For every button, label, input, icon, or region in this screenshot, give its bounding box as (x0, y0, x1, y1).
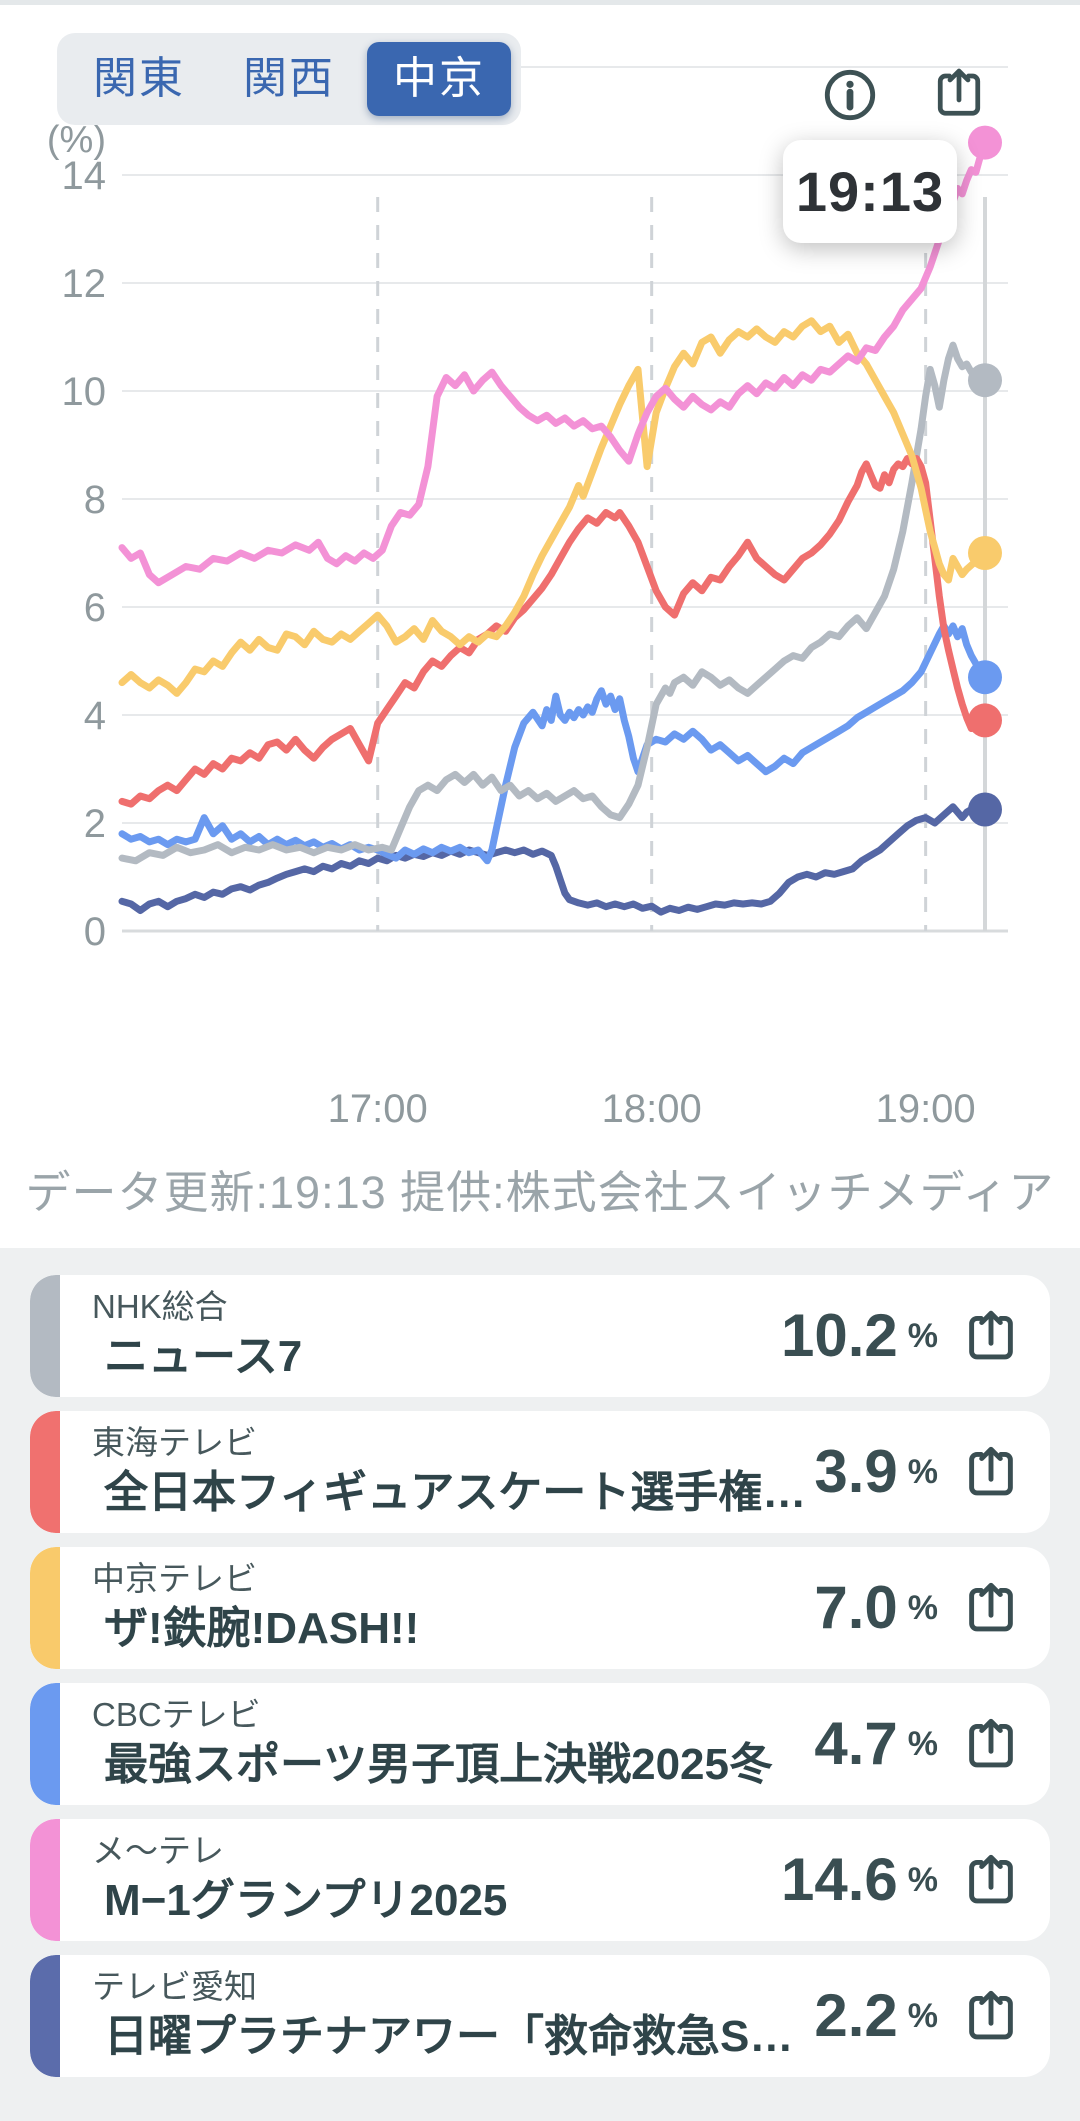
rating-value: 2.2 (814, 1982, 898, 2049)
broadcaster-name: NHK総合 (92, 1288, 228, 1326)
rating-value: 3.9 (814, 1438, 898, 1505)
rating-unit: % (907, 1588, 938, 1627)
svg-text:14: 14 (62, 154, 107, 198)
svg-text:17:00: 17:00 (328, 1087, 428, 1131)
svg-text:10: 10 (62, 370, 107, 414)
share-button[interactable] (960, 1440, 1022, 1504)
broadcaster-name: 中京テレビ (92, 1560, 257, 1598)
share-button[interactable] (960, 1848, 1022, 1912)
station-card[interactable]: メ〜テレ M−1グランプリ2025 14.6 % (30, 1819, 1050, 1941)
rating-value: 10.2 (780, 1302, 898, 1369)
station-list: NHK総合 ニュース7 10.2 % 東海テレビ 全日本フィギュアスケート選手権… (0, 1248, 1080, 2121)
series-line-中京テレビ (118, 317, 989, 697)
program-title: ザ!鉄腕!DASH!! (104, 1604, 420, 1654)
rating-value-group: 3.9 % (814, 1440, 1050, 1504)
tab-kansai[interactable]: 関西 (217, 42, 361, 116)
rating-unit: % (907, 1996, 938, 2035)
series-end-dot-CBCテレビ (968, 660, 1002, 695)
series-end-dot-NHK総合 (968, 363, 1002, 398)
series-color-bar (30, 1819, 60, 1941)
share-button-header[interactable] (929, 62, 989, 124)
broadcaster-name: 東海テレビ (92, 1424, 257, 1462)
info-icon (824, 69, 876, 121)
series-end-dot-テレビ愛知 (968, 792, 1002, 827)
svg-text:6: 6 (84, 586, 106, 630)
broadcaster-name: テレビ愛知 (92, 1968, 257, 2006)
time-tooltip: 19:13 (783, 140, 957, 243)
series-line-NHK総合 (118, 341, 989, 865)
series-end-dot-中京テレビ (968, 536, 1002, 570)
rating-value-group: 10.2 % (781, 1304, 1050, 1368)
series-end-dot-メ〜テレ (968, 125, 1002, 160)
program-title: 日曜プラチナアワー「救命救急SOS」 (104, 2012, 811, 2062)
broadcaster-name: CBCテレビ (92, 1696, 261, 1734)
share-icon (969, 1718, 1013, 1768)
share-icon (969, 1990, 1013, 2040)
svg-text:12: 12 (62, 262, 107, 306)
station-card[interactable]: テレビ愛知 日曜プラチナアワー「救命救急SOS」 2.2 % (30, 1955, 1050, 2077)
series-color-bar (30, 1955, 60, 2077)
rating-unit: % (907, 1316, 938, 1355)
y-axis-unit-label: (%) (47, 119, 106, 161)
svg-text:8: 8 (84, 478, 106, 522)
share-icon (969, 1582, 1013, 1632)
series-end-dot-東海テレビ (968, 703, 1002, 738)
svg-text:19:00: 19:00 (876, 1087, 976, 1131)
rating-value-group: 2.2 % (814, 1984, 1050, 2048)
series-line-メ〜テレ (118, 139, 989, 587)
share-button[interactable] (960, 1984, 1022, 2048)
series-color-bar (30, 1547, 60, 1669)
rating-unit: % (907, 1860, 938, 1899)
svg-text:18:00: 18:00 (602, 1087, 702, 1131)
series-color-bar (30, 1411, 60, 1533)
share-icon (969, 1854, 1013, 1904)
program-title: ニュース7 (104, 1332, 303, 1382)
series-color-bar (30, 1275, 60, 1397)
tab-kanto[interactable]: 関東 (67, 42, 211, 116)
station-card[interactable]: NHK総合 ニュース7 10.2 % (30, 1275, 1050, 1397)
station-card[interactable]: 中京テレビ ザ!鉄腕!DASH!! 7.0 % (30, 1547, 1050, 1669)
share-button[interactable] (960, 1712, 1022, 1776)
svg-text:0: 0 (84, 910, 106, 954)
series-line-CBCテレビ (118, 622, 989, 865)
program-title: M−1グランプリ2025 (104, 1876, 508, 1926)
share-icon (937, 68, 981, 116)
info-button[interactable] (821, 66, 879, 124)
share-icon (969, 1310, 1013, 1360)
rating-unit: % (907, 1724, 938, 1763)
series-line-テレビ愛知 (118, 803, 989, 916)
share-button[interactable] (960, 1576, 1022, 1640)
rating-unit: % (907, 1452, 938, 1491)
rating-value-group: 4.7 % (814, 1712, 1050, 1776)
region-tab-bar: 関東 関西 中京 (57, 33, 521, 125)
rating-value: 14.6 (780, 1846, 898, 1913)
rating-value-group: 14.6 % (781, 1848, 1050, 1912)
rating-value-group: 7.0 % (814, 1576, 1050, 1640)
program-title: 全日本フィギュアスケート選手権… (104, 1468, 807, 1518)
svg-text:2: 2 (84, 802, 106, 846)
broadcaster-name: メ〜テレ (92, 1832, 224, 1870)
tab-chukyo[interactable]: 中京 (367, 42, 511, 116)
rating-value: 7.0 (814, 1574, 898, 1641)
svg-text:4: 4 (84, 694, 106, 738)
series-line-東海テレビ (118, 455, 989, 808)
rating-value: 4.7 (814, 1710, 898, 1777)
station-card[interactable]: 東海テレビ 全日本フィギュアスケート選手権… 3.9 % (30, 1411, 1050, 1533)
top-divider (0, 0, 1080, 5)
program-title: 最強スポーツ男子頂上決戦2025冬 (104, 1740, 774, 1790)
share-icon (969, 1446, 1013, 1496)
series-color-bar (30, 1683, 60, 1805)
data-update-note: データ更新:19:13 提供:株式会社スイッチメディア (25, 1167, 1055, 1218)
station-card[interactable]: CBCテレビ 最強スポーツ男子頂上決戦2025冬 4.7 % (30, 1683, 1050, 1805)
share-button[interactable] (960, 1304, 1022, 1368)
